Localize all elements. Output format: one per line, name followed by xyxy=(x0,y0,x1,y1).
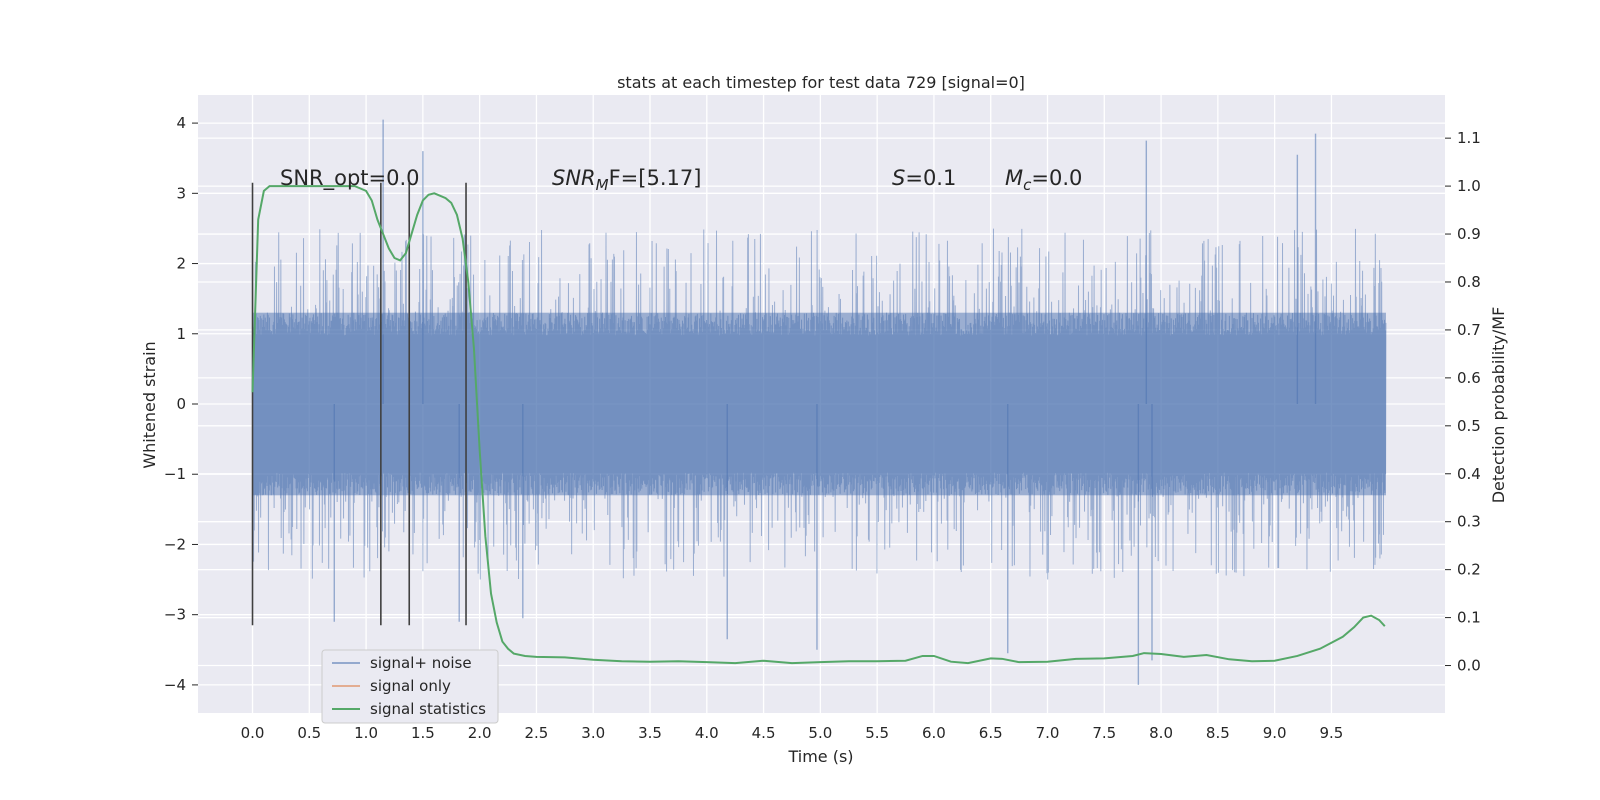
annotation-snr-mf: SNRMF=[5.17] xyxy=(552,166,701,194)
x-tick-label: 9.0 xyxy=(1263,724,1287,742)
y-tick-label: 4 xyxy=(176,114,186,132)
y2-tick-label: 0.6 xyxy=(1457,369,1481,387)
x-tick-label: 3.5 xyxy=(638,724,662,742)
x-tick-label: 5.5 xyxy=(865,724,889,742)
y2-tick-label: 0.0 xyxy=(1457,657,1481,675)
signal-statistics-line xyxy=(251,185,1386,665)
x-axis-label: Time (s) xyxy=(787,747,853,766)
x-tick-label: 1.0 xyxy=(354,724,378,742)
x-tick-label: 1.5 xyxy=(411,724,435,742)
x-tick-label: 3.0 xyxy=(581,724,605,742)
y-tick-labels: −4 −3 −2 −1 0 1 2 3 4 xyxy=(164,114,198,694)
y2-tick-label: 0.3 xyxy=(1457,513,1481,531)
y-tick-label: −2 xyxy=(164,535,186,553)
y2-axis-label: Detection probability/MF xyxy=(1489,307,1508,504)
annotation-mc-subscript: c xyxy=(1023,176,1032,194)
y2-tick-label: 1.1 xyxy=(1457,129,1481,147)
annotation-snr-mf-subscript: M xyxy=(596,176,609,194)
x-tick-label: 2.5 xyxy=(525,724,549,742)
y2-tick-label: 1.0 xyxy=(1457,177,1481,195)
vertical-markers xyxy=(251,182,467,626)
y-axis-label: Whitened strain xyxy=(140,341,159,468)
y2-tick-label: 0.5 xyxy=(1457,417,1481,435)
chart-title: stats at each timestep for test data 729… xyxy=(617,73,1025,92)
y-tick-label: −1 xyxy=(164,465,186,483)
x-tick-label: 4.5 xyxy=(752,724,776,742)
annotation-s-value: =0.1 xyxy=(905,166,956,190)
y2-tick-labels: 0.0 0.1 0.2 0.3 0.4 0.5 0.6 0.7 0.8 0.9 1.0 1.1 xyxy=(1445,129,1481,675)
legend-box xyxy=(321,649,499,724)
annotation-s: S=0.1 xyxy=(892,166,956,190)
annotation-snr-mf-symbol: SNR xyxy=(552,166,596,190)
series-signal-noise xyxy=(252,119,1387,685)
series-signal-statistics xyxy=(251,185,1386,665)
x-tick-label: 0.5 xyxy=(297,724,321,742)
legend-label-signal-noise: signal+ noise xyxy=(370,654,472,672)
x-tick-label: 4.0 xyxy=(695,724,719,742)
y-tick-label: 1 xyxy=(176,325,186,343)
annotation-snr-mf-value: F=[5.17] xyxy=(609,166,702,190)
annotation-mc-value: =0.0 xyxy=(1031,166,1082,190)
x-tick-label: 8.0 xyxy=(1149,724,1173,742)
x-tick-label: 2.0 xyxy=(468,724,492,742)
y-tick-label: −4 xyxy=(164,676,186,694)
signal-noise-core xyxy=(252,312,1386,496)
x-tick-label: 9.5 xyxy=(1320,724,1344,742)
y2-tick-label: 0.8 xyxy=(1457,273,1481,291)
y2-tick-label: 0.1 xyxy=(1457,609,1481,627)
x-tick-label: 8.5 xyxy=(1206,724,1230,742)
annotation-mc: Mc=0.0 xyxy=(1005,166,1082,194)
x-tick-label: 5.0 xyxy=(808,724,832,742)
annotation-snr-opt: SNR_opt=0.0 xyxy=(280,166,420,191)
x-tick-label: 6.5 xyxy=(979,724,1003,742)
y2-tick-label: 0.9 xyxy=(1457,225,1481,243)
legend-label-signal-only: signal only xyxy=(370,677,451,695)
x-tick-label: 0.0 xyxy=(241,724,265,742)
annotation-s-symbol: S xyxy=(892,166,905,190)
x-tick-label: 6.0 xyxy=(922,724,946,742)
y2-tick-label: 0.4 xyxy=(1457,465,1481,483)
y2-tick-label: 0.2 xyxy=(1457,561,1481,579)
y-tick-label: 3 xyxy=(176,184,186,202)
legend: signal+ noise signal only signal statist… xyxy=(321,649,499,724)
y-tick-label: 2 xyxy=(176,255,186,273)
legend-label-signal-statistics: signal statistics xyxy=(370,700,486,718)
y2-tick-label: 0.7 xyxy=(1457,321,1481,339)
x-tick-labels: 0.0 0.5 1.0 1.5 2.0 2.5 3.0 3.5 4.0 4.5 5.0 5.5 6.0 6… xyxy=(241,724,1344,742)
annotation-mc-symbol: M xyxy=(1005,166,1023,190)
x-tick-label: 7.0 xyxy=(1036,724,1060,742)
y-tick-label: −3 xyxy=(164,606,186,624)
x-tick-label: 7.5 xyxy=(1092,724,1116,742)
y-tick-label: 0 xyxy=(176,395,186,413)
